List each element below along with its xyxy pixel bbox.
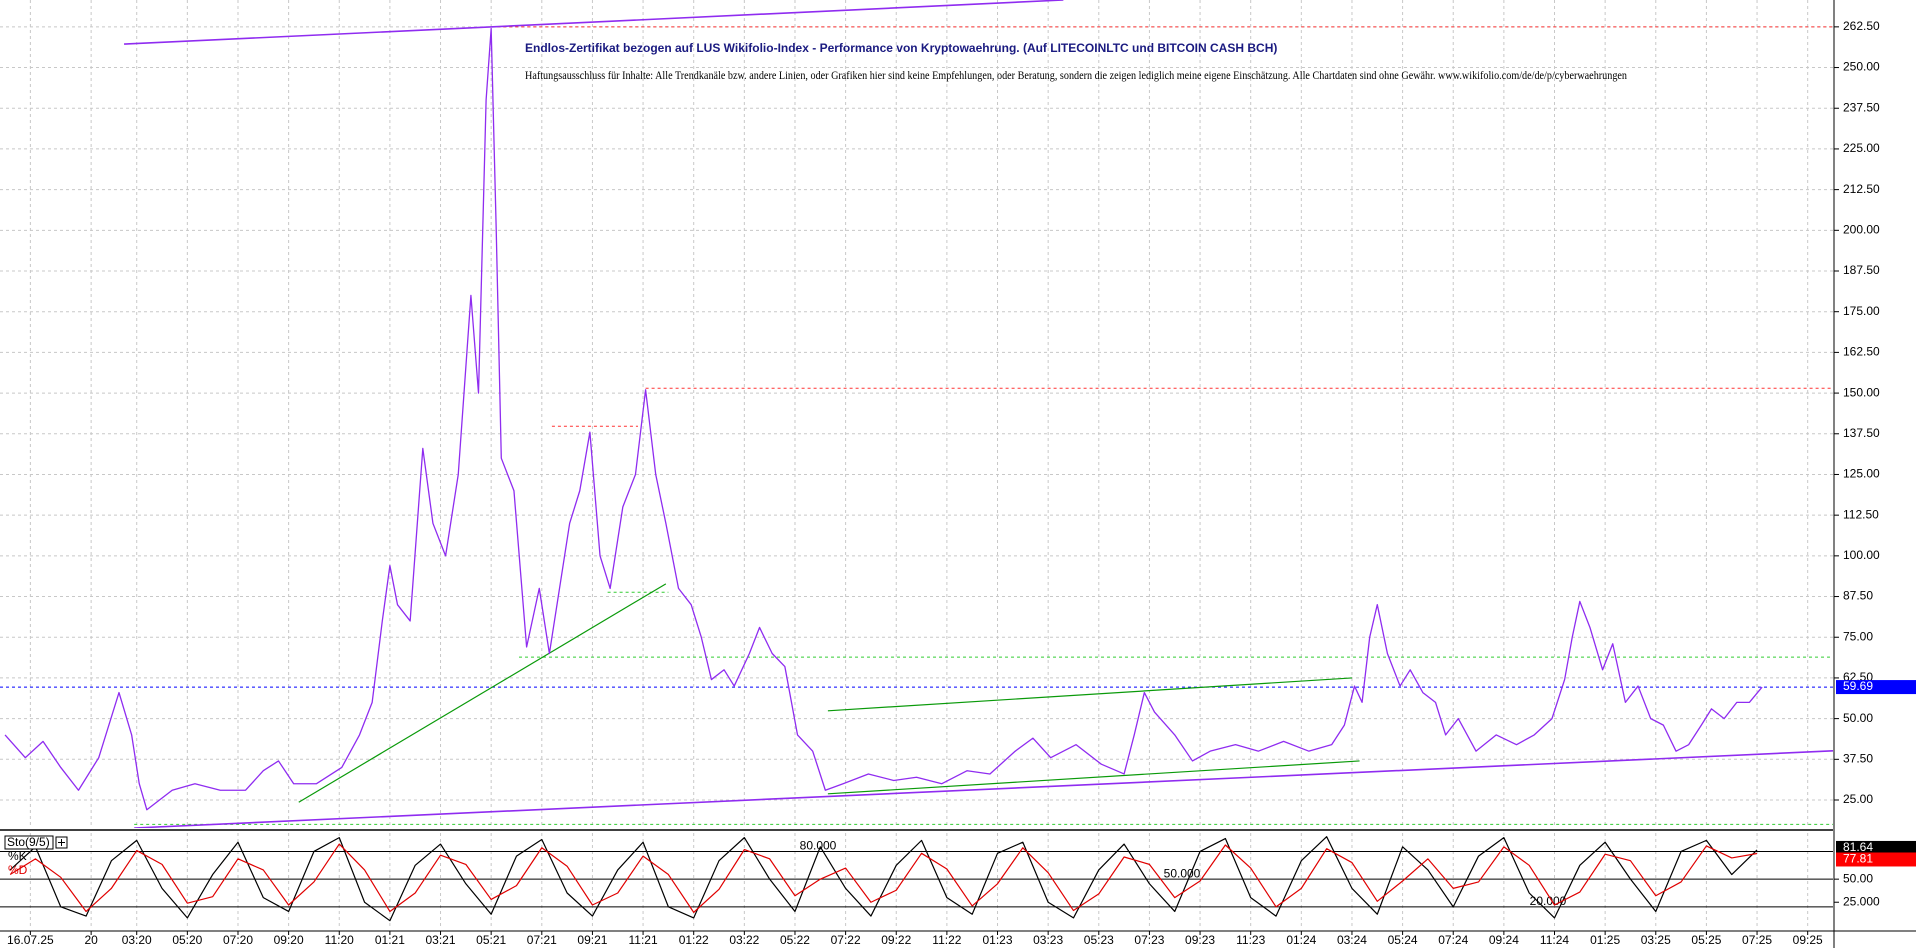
x-tick-label: 09:24 <box>1489 933 1519 947</box>
x-tick-label: 09:22 <box>881 933 911 947</box>
x-tick-label: 03:20 <box>122 933 152 947</box>
x-tick-label: 11:24 <box>1540 933 1569 947</box>
x-tick-label: 03:25 <box>1641 933 1671 947</box>
y-tick-label: 262.50 <box>1843 19 1880 33</box>
x-tick-label: 03:22 <box>729 933 759 947</box>
y-tick-label: 137.50 <box>1843 426 1880 440</box>
trend-line <box>827 760 1360 795</box>
x-tick-label: 09:20 <box>274 933 304 947</box>
disclaimer: Haftungsausschluss für Inhalte: Alle Tre… <box>525 68 1627 82</box>
x-tick-label: 11:20 <box>325 933 354 947</box>
x-tick-label: 07:22 <box>831 933 861 947</box>
x-tick-label: 16.07.25 <box>7 933 54 947</box>
x-tick-label: 07:24 <box>1438 933 1468 947</box>
data-line <box>4 27 1763 811</box>
x-tick-label: 11:21 <box>628 933 657 947</box>
y-tick-label: 175.00 <box>1843 304 1880 318</box>
level-label: 20.000 <box>1530 894 1567 908</box>
data-line <box>9 836 1758 922</box>
x-tick-label: 09:21 <box>577 933 607 947</box>
expand-icon <box>58 839 65 846</box>
x-tick-label: 01:21 <box>375 933 405 947</box>
last-value-box <box>1836 680 1916 695</box>
y-tick-label: 187.50 <box>1843 263 1880 277</box>
y-tick-label: 150.00 <box>1843 385 1880 399</box>
y-tick-label: 50.00 <box>1843 871 1873 885</box>
trend-line <box>827 677 1353 712</box>
last-value-label: 59.69 <box>1843 679 1873 693</box>
y-tick-label: 225.00 <box>1843 141 1880 155</box>
last-value-label: 77.81 <box>1843 852 1873 866</box>
x-tick-label: 05:25 <box>1691 933 1721 947</box>
x-tick-label: 05:20 <box>172 933 202 947</box>
x-tick-label: 07:23 <box>1134 933 1164 947</box>
y-tick-label: 250.00 <box>1843 60 1880 74</box>
x-tick-label: 09:25 <box>1793 933 1823 947</box>
x-tick-label: 03:21 <box>426 933 456 947</box>
x-tick-label: 07:25 <box>1742 933 1772 947</box>
x-tick-label: 07:20 <box>223 933 253 947</box>
y-tick-label: 25.000 <box>1843 894 1880 908</box>
y-tick-label: 87.50 <box>1843 589 1873 603</box>
last-value-box <box>1836 840 1916 855</box>
x-tick-label: 03:23 <box>1033 933 1063 947</box>
y-tick-label: 37.50 <box>1843 751 1873 765</box>
x-tick-label: 01:24 <box>1286 933 1316 947</box>
y-tick-label: 237.50 <box>1843 100 1880 114</box>
data-line <box>9 843 1758 913</box>
legend-label: %D <box>8 863 28 877</box>
y-tick-label: 162.50 <box>1843 345 1880 359</box>
x-tick-label: 05:22 <box>780 933 810 947</box>
x-tick-label: 01:25 <box>1590 933 1620 947</box>
last-value-box <box>1836 852 1916 867</box>
x-tick-label: 01:23 <box>983 933 1013 947</box>
y-tick-label: 212.50 <box>1843 182 1880 196</box>
y-tick-label: 125.00 <box>1843 467 1880 481</box>
x-tick-label: 11:23 <box>1236 933 1265 947</box>
legend-label: %K <box>8 849 27 863</box>
x-tick-label: 01:22 <box>679 933 709 947</box>
x-tick-label: 03:24 <box>1337 933 1367 947</box>
trend-line <box>298 583 667 803</box>
x-tick-label: 07:21 <box>527 933 557 947</box>
level-label: 50.000 <box>1164 866 1201 880</box>
indicator-title: Sto(9/5) <box>7 835 50 849</box>
x-tick-label: 05:23 <box>1084 933 1114 947</box>
last-value-label: 81.64 <box>1843 840 1873 854</box>
x-tick-label: 20 <box>84 933 98 947</box>
y-tick-label: 200.00 <box>1843 222 1880 236</box>
level-label: 80.000 <box>800 839 837 853</box>
y-tick-label: 100.00 <box>1843 548 1880 562</box>
x-tick-label: 05:24 <box>1388 933 1418 947</box>
x-tick-label: 09:23 <box>1185 933 1215 947</box>
y-tick-label: 50.00 <box>1843 711 1873 725</box>
trend-line <box>134 750 1833 828</box>
indicator-box <box>4 835 54 850</box>
trend-line <box>124 0 1064 45</box>
y-tick-label: 25.00 <box>1843 792 1873 806</box>
x-tick-label: 11:22 <box>932 933 961 947</box>
y-tick-label: 75.00 <box>1843 629 1873 643</box>
y-tick-label: 112.50 <box>1843 507 1879 521</box>
x-tick-label: 05:21 <box>476 933 506 947</box>
chart-title: Endlos-Zertifikat bezogen auf LUS Wikifo… <box>525 41 1277 55</box>
